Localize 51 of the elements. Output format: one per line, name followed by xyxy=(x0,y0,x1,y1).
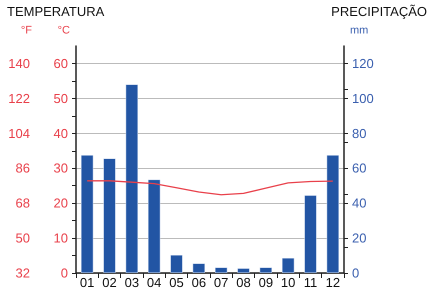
bar xyxy=(148,180,160,273)
bar xyxy=(192,263,205,273)
bar xyxy=(81,155,94,273)
x-tick-label: 02 xyxy=(102,275,117,289)
bar xyxy=(126,84,138,273)
y2-tick-label: 0 xyxy=(352,266,360,280)
y-tick-label: 30 xyxy=(54,160,68,176)
bar xyxy=(170,255,183,273)
y-axis-title: °C xyxy=(58,24,70,36)
x-tick-label: 07 xyxy=(214,275,228,289)
y-tick-label: 40 xyxy=(54,126,68,141)
y2-tick-label: 20 xyxy=(352,230,366,246)
y-tick-label: 0 xyxy=(60,266,68,280)
bar xyxy=(282,258,294,273)
y3-tick-label: 86 xyxy=(16,160,30,176)
y2-tick-label: 40 xyxy=(352,196,366,211)
y-tick-label: 20 xyxy=(54,196,68,211)
y3-tick-label: 140 xyxy=(8,56,30,71)
x-tick-label: 03 xyxy=(124,275,140,289)
x-tick-label: 10 xyxy=(280,275,296,289)
x-tick-label: 04 xyxy=(146,275,162,289)
bar xyxy=(103,158,116,273)
x-tick-label: 06 xyxy=(192,275,206,289)
y-tick-label: 60 xyxy=(54,56,68,71)
line-series xyxy=(86,180,334,196)
chart-title: TEMPERATURA xyxy=(7,4,105,19)
bar xyxy=(260,267,272,273)
y3-tick-label: 122 xyxy=(8,90,30,106)
y3-axis-title: °F xyxy=(20,24,32,36)
y3-tick-label: 32 xyxy=(16,266,30,280)
bar xyxy=(326,155,339,273)
x-tick-label: 09 xyxy=(258,275,274,289)
y2-axis-title: mm xyxy=(350,24,368,36)
x-tick-label: 11 xyxy=(304,275,318,289)
x-tick-label: 05 xyxy=(169,275,184,289)
y3-tick-label: 104 xyxy=(8,126,30,141)
y2-tick-label: 100 xyxy=(352,90,374,106)
x-tick-label: 12 xyxy=(326,275,340,289)
y3-tick-label: 68 xyxy=(16,196,30,211)
y-tick-label: 50 xyxy=(54,90,68,106)
x-tick-label: 01 xyxy=(80,275,94,289)
y-tick-label: 10 xyxy=(54,230,68,246)
bar xyxy=(215,267,228,273)
y3-tick-label: 50 xyxy=(16,230,30,246)
text: PRECIPITAÇÃO xyxy=(331,4,428,19)
x-tick-label: 08 xyxy=(236,275,251,289)
bar xyxy=(304,195,317,273)
bar xyxy=(237,268,250,273)
y2-tick-label: 60 xyxy=(352,160,366,176)
y2-tick-label: 80 xyxy=(352,126,366,141)
y2-tick-label: 120 xyxy=(352,56,374,71)
